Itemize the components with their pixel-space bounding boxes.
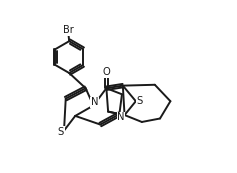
- Text: Br: Br: [63, 25, 74, 35]
- Text: S: S: [58, 127, 64, 137]
- Text: N: N: [91, 97, 98, 107]
- Text: N: N: [117, 112, 125, 122]
- Text: O: O: [103, 67, 110, 77]
- Text: S: S: [136, 96, 142, 106]
